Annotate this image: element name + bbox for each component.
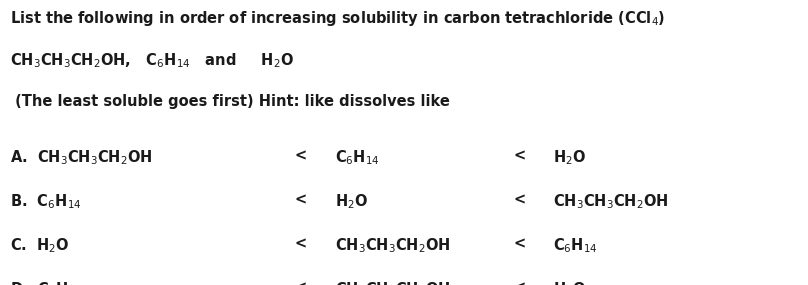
Text: C$_6$H$_{14}$: C$_6$H$_{14}$	[553, 237, 598, 255]
Text: (The least soluble goes first) Hint: like dissolves like: (The least soluble goes first) Hint: lik…	[10, 94, 449, 109]
Text: C$_6$H$_{14}$: C$_6$H$_{14}$	[335, 148, 380, 167]
Text: H$_2$O: H$_2$O	[553, 281, 587, 285]
Text: List the following in order of increasing solubility in carbon tetrachloride (CC: List the following in order of increasin…	[10, 9, 665, 28]
Text: A.  CH$_3$CH$_3$CH$_2$OH: A. CH$_3$CH$_3$CH$_2$OH	[10, 148, 153, 167]
Text: CH$_3$CH$_3$CH$_2$OH,   C$_6$H$_{14}$   and     H$_2$O: CH$_3$CH$_3$CH$_2$OH, C$_6$H$_{14}$ and …	[10, 51, 294, 70]
Text: CH$_3$CH$_3$CH$_2$OH: CH$_3$CH$_3$CH$_2$OH	[335, 237, 451, 255]
Text: B.  C$_6$H$_{14}$: B. C$_6$H$_{14}$	[10, 192, 82, 211]
Text: D.  C$_6$H$_{14}$: D. C$_6$H$_{14}$	[10, 281, 82, 285]
Text: <: <	[513, 192, 525, 207]
Text: H$_2$O: H$_2$O	[553, 148, 587, 167]
Text: <: <	[513, 237, 525, 252]
Text: H$_2$O: H$_2$O	[335, 192, 368, 211]
Text: CH$_3$CH$_3$CH$_2$OH: CH$_3$CH$_3$CH$_2$OH	[553, 192, 669, 211]
Text: CH$_3$CH$_3$CH$_2$OH: CH$_3$CH$_3$CH$_2$OH	[335, 281, 451, 285]
Text: <: <	[295, 192, 307, 207]
Text: <: <	[295, 281, 307, 285]
Text: <: <	[513, 281, 525, 285]
Text: <: <	[295, 237, 307, 252]
Text: <: <	[295, 148, 307, 163]
Text: <: <	[513, 148, 525, 163]
Text: C.  H$_2$O: C. H$_2$O	[10, 237, 69, 255]
